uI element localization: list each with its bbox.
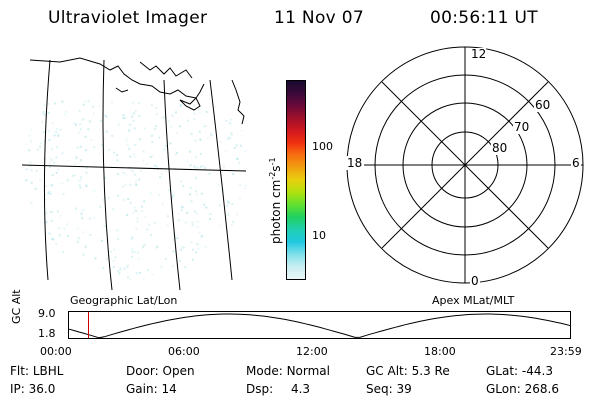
altitude-xtick-2: 12:00 [296,345,328,358]
status-gain: Gain: 14 [126,382,177,396]
lat-label-60: 60 [535,98,550,112]
altitude-xtick-4: 23:59 [550,345,582,358]
altitude-plot [68,311,572,339]
mlt-label-6: 6 [572,156,580,170]
colorbar [286,80,306,280]
mlt-label-0: 0 [471,274,479,288]
colorbar-tick-100: 100 [312,140,333,153]
status-glat: GLat: -44.3 [486,364,553,378]
colorbar-unit-label: photon cm-2s-1 [268,157,283,244]
altitude-ytick-top: 9.0 [38,307,56,320]
status-seq: Seq: 39 [366,382,412,396]
altitude-xtick-1: 06:00 [168,345,200,358]
altitude-curve [68,313,572,339]
mlt-label-18: 18 [347,156,362,170]
observation-date: 11 Nov 07 [274,8,364,28]
status-door: Door: Open [126,364,195,378]
lat-label-70: 70 [514,120,529,134]
uv-emission-speckle [24,60,248,280]
colorbar-tick-10: 10 [312,229,326,242]
lat-lon-grid [21,59,247,291]
status-ip: IP: 36.0 [10,382,56,396]
geographic-map-label: Geographic Lat/Lon [70,294,178,307]
lat-label-80: 80 [492,141,507,155]
observation-time: 00:56:11 UT [430,8,538,28]
magnetic-polar-plot: 12 18 6 0 60 70 80 [346,46,584,288]
status-gc-alt: GC Alt: 5.3 Re [366,364,450,378]
coastline [29,57,245,125]
altitude-xtick-0: 00:00 [40,345,72,358]
status-filter: Flt: LBHL [10,364,64,378]
altitude-xtick-3: 18:00 [424,345,456,358]
altitude-ylabel: GC Alt [10,289,23,324]
altitude-ytick-bottom: 1.8 [38,327,56,340]
status-glon: GLon: 268.6 [486,382,559,396]
mlt-label-12: 12 [471,47,486,61]
instrument-title: Ultraviolet Imager [48,8,208,28]
status-mode: Mode: Normal [246,364,330,378]
geographic-map [21,57,248,291]
status-dsp: Dsp: 4.3 [246,382,311,396]
magnetic-map-label: Apex MLat/MLT [432,294,515,307]
